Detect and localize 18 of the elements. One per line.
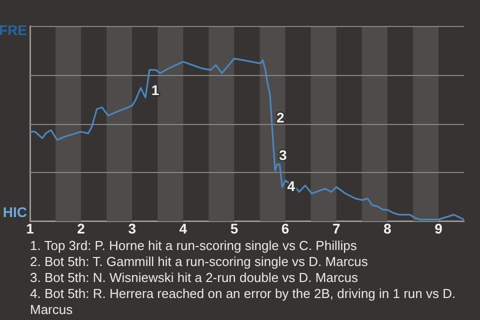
x-tick-label: 1 <box>26 220 34 236</box>
text: HIC <box>2 204 27 220</box>
annotation: 3 <box>279 146 288 163</box>
x-tick-label: 2 <box>77 220 86 236</box>
text: 3. Bot 5th: N. Wisniewski hit a 2-run double vs D. Marcus <box>30 270 360 286</box>
x-tick-label: 7 <box>332 220 340 236</box>
x-tick-label: 8 <box>384 220 392 236</box>
x-tick-label: 6 <box>281 220 290 236</box>
annotation: 1 <box>151 82 160 98</box>
text: 2. Bot 5th: T. Gammill hit a run-scoring single vs D. Marcus <box>30 254 369 270</box>
text: 1. Top 3rd: P. Horne hit a run-scoring single vs C. Phillips <box>30 238 358 254</box>
text: FRE <box>0 22 27 38</box>
text: 4. Bot 5th: R. Herrera reached on an error by the 2B, driving in 1 run vs D. Marcus <box>30 286 457 318</box>
x-tick-label: 3 <box>128 220 136 236</box>
x-tick-label: 4 <box>179 220 188 236</box>
annotation: 2 <box>276 110 285 126</box>
x-tick-label: 5 <box>230 220 238 236</box>
x-tick-label: 9 <box>434 220 443 236</box>
